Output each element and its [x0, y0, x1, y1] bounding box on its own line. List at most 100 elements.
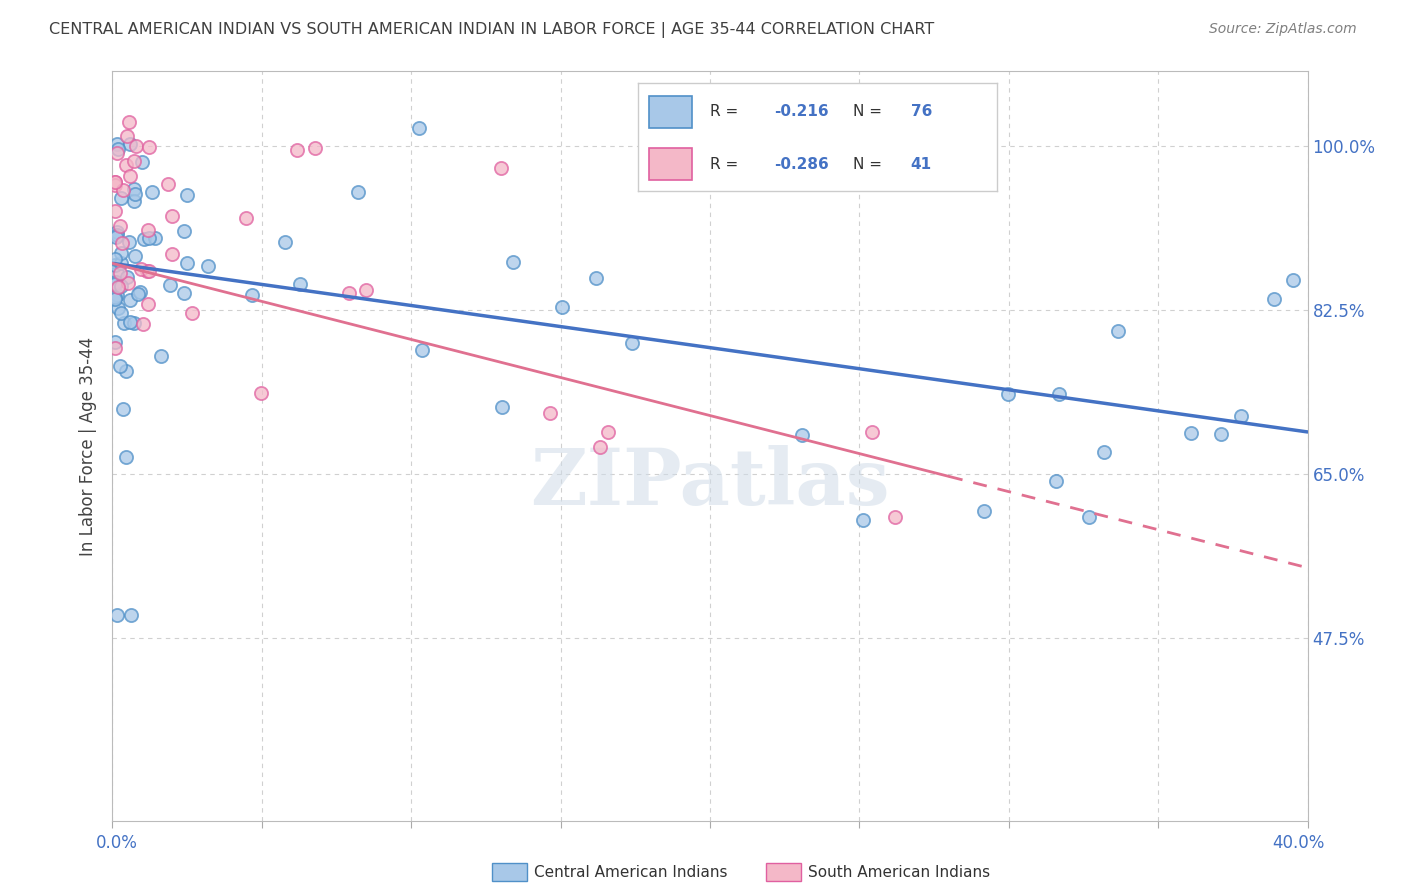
Text: Central American Indians: Central American Indians: [534, 865, 728, 880]
Point: [138, 230, 160, 244]
Point: [115, 158, 138, 172]
Point: [502, 255, 524, 269]
Point: [104, 204, 127, 219]
Point: [156, 178, 179, 192]
Point: [115, 270, 138, 285]
Point: [107, 301, 129, 315]
Point: [176, 256, 198, 270]
Point: [111, 183, 134, 197]
Point: [122, 316, 145, 330]
Point: [104, 230, 127, 244]
Point: [124, 194, 146, 209]
Point: [118, 314, 141, 328]
Point: [1263, 293, 1285, 307]
Point: [159, 278, 181, 293]
Point: [105, 607, 128, 622]
Point: [124, 249, 146, 263]
Point: [1047, 387, 1070, 401]
Point: [105, 275, 128, 289]
Point: [288, 277, 311, 291]
Point: [136, 264, 159, 278]
Point: [240, 288, 263, 302]
Point: [1077, 509, 1099, 524]
Point: [108, 359, 131, 373]
Text: Source: ZipAtlas.com: Source: ZipAtlas.com: [1209, 22, 1357, 37]
Point: [181, 305, 204, 319]
Point: [589, 440, 612, 454]
Point: [107, 146, 129, 161]
Point: [141, 186, 163, 200]
Point: [138, 264, 160, 278]
Text: ZIPatlas: ZIPatlas: [530, 445, 890, 522]
Point: [197, 259, 219, 273]
Point: [110, 278, 132, 293]
Point: [883, 509, 905, 524]
Text: South American Indians: South American Indians: [808, 865, 991, 880]
Point: [104, 258, 127, 272]
Point: [124, 182, 146, 196]
Point: [143, 231, 166, 245]
Point: [107, 280, 129, 294]
Point: [118, 115, 141, 129]
Point: [120, 607, 142, 622]
Point: [489, 161, 512, 176]
Point: [115, 129, 138, 144]
Point: [107, 142, 129, 156]
Point: [108, 219, 131, 234]
Point: [136, 223, 159, 237]
Text: 40.0%: 40.0%: [1272, 834, 1324, 852]
Point: [1092, 444, 1115, 458]
Text: 0.0%: 0.0%: [96, 834, 138, 852]
Point: [162, 209, 183, 223]
Y-axis label: In Labor Force | Age 35-44: In Labor Force | Age 35-44: [79, 336, 97, 556]
Point: [1180, 426, 1202, 441]
Point: [105, 225, 128, 239]
Point: [104, 175, 127, 189]
Point: [136, 296, 159, 310]
Text: CENTRAL AMERICAN INDIAN VS SOUTH AMERICAN INDIAN IN LABOR FORCE | AGE 35-44 CORR: CENTRAL AMERICAN INDIAN VS SOUTH AMERICA…: [49, 22, 935, 38]
Point: [112, 402, 135, 417]
Point: [1107, 324, 1129, 338]
Point: [110, 191, 132, 205]
Point: [115, 450, 138, 464]
Point: [250, 386, 273, 401]
Point: [162, 247, 183, 261]
Point: [176, 188, 198, 202]
Point: [127, 287, 149, 301]
Point: [852, 513, 875, 527]
Point: [104, 290, 127, 304]
Point: [105, 137, 128, 152]
Point: [110, 246, 132, 260]
Point: [304, 140, 326, 154]
Point: [1282, 272, 1305, 286]
Point: [596, 425, 619, 439]
Point: [105, 288, 128, 302]
Point: [112, 316, 135, 330]
Point: [173, 286, 195, 301]
Point: [108, 266, 131, 280]
Point: [110, 305, 132, 319]
Point: [122, 154, 145, 169]
Point: [235, 211, 257, 226]
Point: [129, 285, 152, 300]
Point: [337, 285, 360, 300]
Point: [104, 175, 127, 189]
Point: [1211, 427, 1233, 442]
Point: [138, 140, 160, 154]
Point: [149, 349, 172, 363]
Point: [620, 335, 643, 350]
Point: [132, 232, 155, 246]
Point: [132, 317, 155, 331]
Point: [408, 120, 430, 135]
Point: [104, 252, 127, 266]
Point: [973, 504, 995, 518]
Point: [285, 143, 308, 157]
Point: [120, 137, 142, 152]
Point: [104, 334, 127, 349]
Point: [104, 292, 127, 306]
Point: [491, 401, 513, 415]
Point: [173, 224, 195, 238]
Point: [354, 283, 377, 297]
Point: [104, 341, 127, 355]
Point: [997, 387, 1019, 401]
